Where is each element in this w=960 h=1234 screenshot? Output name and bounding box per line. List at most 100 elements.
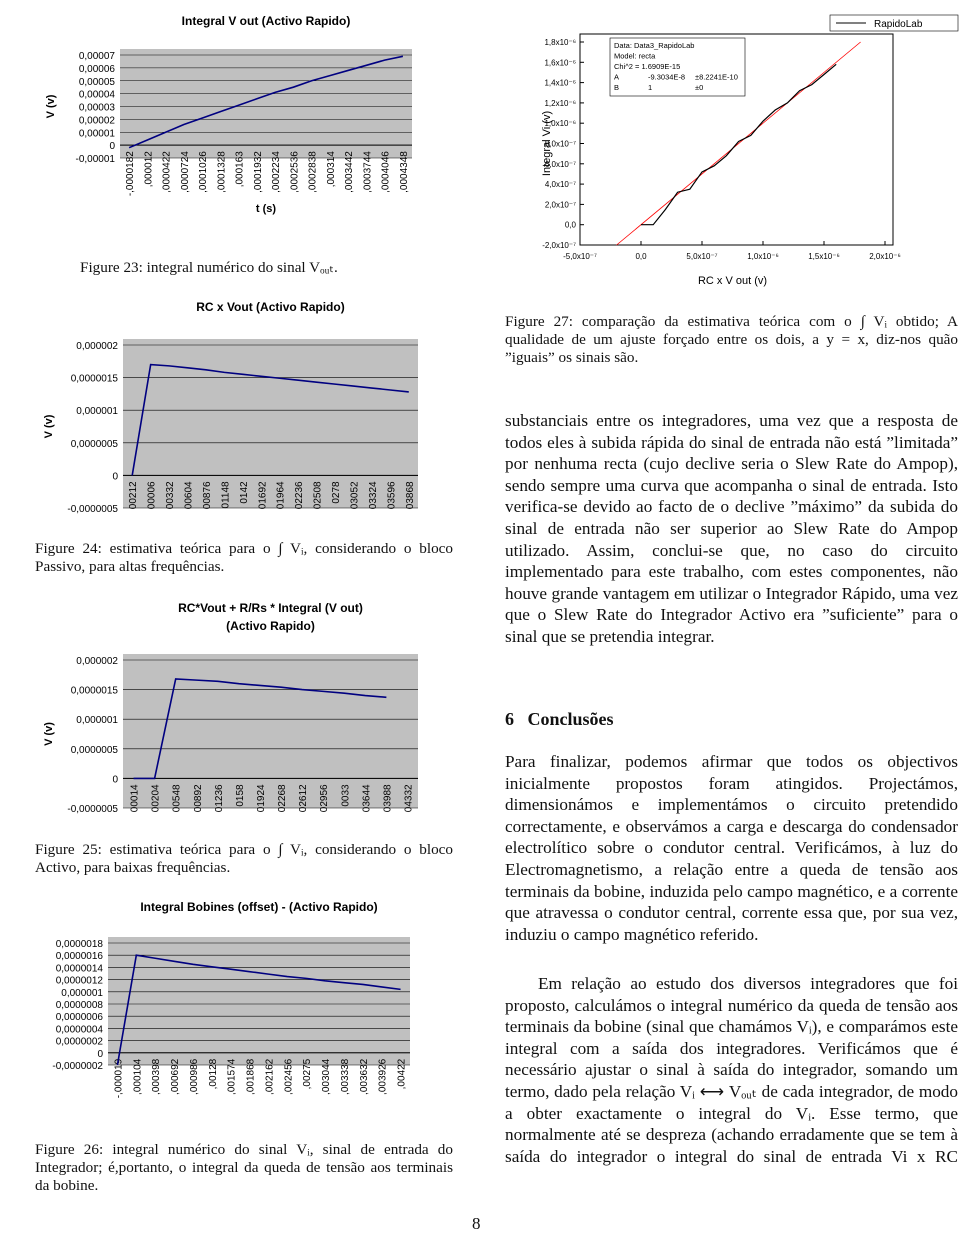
y-tick-label: -0,0000005 bbox=[67, 804, 118, 815]
y-tick-label: 1,2x10⁻⁶ bbox=[544, 99, 576, 108]
x-tick-label: 01236 bbox=[214, 784, 225, 812]
x-tick-label: 01148 bbox=[220, 481, 231, 509]
x-axis-label: t (s) bbox=[256, 203, 277, 215]
x-tick-label: 2,0x10⁻⁶ bbox=[869, 252, 901, 261]
x-tick-label: 00548 bbox=[172, 784, 183, 812]
y-tick-label: 0 bbox=[97, 1049, 103, 1060]
paragraph: Em relação ao estudo dos diversos integr… bbox=[505, 974, 958, 1166]
plot-area bbox=[123, 339, 418, 508]
y-tick-label: 0,000001 bbox=[61, 988, 103, 999]
x-tick-label: 03988 bbox=[382, 784, 393, 812]
x-tick-label: 0278 bbox=[331, 481, 342, 504]
data-line bbox=[133, 678, 387, 780]
data-line bbox=[131, 363, 409, 476]
x-tick-label: 1,5x10⁻⁶ bbox=[808, 252, 840, 261]
x-tick-label: ,003926 bbox=[378, 1058, 389, 1095]
plot-area bbox=[123, 654, 418, 808]
y-tick-label: 1,8x10⁻⁶ bbox=[544, 38, 576, 47]
plot-area bbox=[120, 49, 412, 158]
y-tick-label: 0,0000016 bbox=[56, 951, 104, 962]
caption: Figure 23: integral numérico do sinal Vₒ… bbox=[80, 259, 338, 276]
y-tick-label: 0,00001 bbox=[79, 128, 116, 139]
paragraph: substanciais entre os integradores, uma … bbox=[505, 411, 958, 646]
y-tick-label: 0,0000012 bbox=[56, 976, 104, 987]
caption: Figure 24: estimativa teórica para o ∫ V… bbox=[35, 540, 453, 575]
y-tick-label: -0,0000002 bbox=[52, 1061, 103, 1072]
plot-area bbox=[108, 937, 410, 1065]
x-tick-label: 03596 bbox=[386, 481, 397, 509]
y-tick-label: 0 bbox=[112, 774, 118, 785]
x-tick-label: 01692 bbox=[257, 481, 268, 509]
x-tick-label: -,0000182 bbox=[125, 151, 136, 196]
x-tick-label: ,0002536 bbox=[289, 151, 300, 193]
y-tick-label: 0,0000002 bbox=[56, 1037, 104, 1048]
x-tick-label: ,000986 bbox=[189, 1058, 200, 1095]
y-tick-label: 0,000002 bbox=[76, 341, 118, 352]
paragraph: Para finalizar, podemos afirmar que todo… bbox=[505, 752, 958, 944]
fit-box bbox=[609, 37, 746, 97]
x-tick-label: 0158 bbox=[235, 784, 246, 807]
x-tick-label: ,000104 bbox=[132, 1058, 143, 1095]
x-tick-label: ,003044 bbox=[321, 1058, 332, 1095]
x-tick-label: ,00275 bbox=[302, 1058, 313, 1089]
plot-frame bbox=[579, 33, 894, 246]
x-tick-label: ,000163 bbox=[235, 151, 246, 188]
x-tick-label: ,0000422 bbox=[162, 151, 173, 193]
fit-box-text: Chi^2 = 1.6909E-15 bbox=[614, 62, 680, 71]
x-tick-label: 01924 bbox=[256, 784, 267, 812]
y-tick-label: 0 bbox=[112, 471, 118, 482]
fit-box-text: Data: Data3_RapidoLab bbox=[614, 41, 694, 50]
chart-title: (Activo Rapido) bbox=[226, 619, 315, 633]
x-tick-label: 02236 bbox=[294, 481, 305, 509]
y-tick-label: 0,0000005 bbox=[71, 745, 119, 756]
x-tick-label: ,001574 bbox=[227, 1058, 238, 1095]
y-tick-label: 0,00003 bbox=[79, 103, 116, 114]
x-tick-label: ,003632 bbox=[359, 1058, 370, 1095]
chart-title: RC x Vout (Activo Rapido) bbox=[196, 300, 344, 314]
x-tick-label: 00204 bbox=[151, 784, 162, 812]
chart-title: RC*Vout + R/Rs * Integral (V out) bbox=[178, 601, 363, 615]
caption: Figure 27: comparação da estimativa teór… bbox=[505, 313, 958, 366]
x-tick-label: ,00422 bbox=[397, 1058, 408, 1089]
x-tick-label: 00014 bbox=[130, 784, 141, 812]
x-tick-label: 00604 bbox=[184, 481, 195, 509]
y-tick-label: 0,0000018 bbox=[56, 939, 104, 950]
x-tick-label: 02612 bbox=[298, 784, 309, 812]
x-tick-label: ,002456 bbox=[283, 1058, 294, 1095]
x-tick-label: 02508 bbox=[313, 481, 324, 509]
y-tick-label: -2,0x10⁻⁷ bbox=[542, 241, 576, 250]
x-tick-label: 03052 bbox=[349, 481, 360, 509]
x-tick-label: 01964 bbox=[276, 481, 287, 509]
x-tick-label: 00876 bbox=[202, 481, 213, 509]
y-axis-label: Integral Vi (v) bbox=[541, 111, 553, 176]
x-tick-label: ,001868 bbox=[246, 1058, 257, 1095]
y-tick-label: 2,0x10⁻⁷ bbox=[545, 200, 576, 209]
x-axis-label: RC x V out (v) bbox=[698, 275, 767, 287]
section-heading: 6 Conclusões bbox=[505, 709, 614, 730]
y-tick-label: 1,6x10⁻⁶ bbox=[544, 58, 576, 67]
y-tick-label: -0,0000005 bbox=[67, 504, 118, 515]
section-number: 6 bbox=[505, 709, 514, 729]
chart-title: Integral Bobines (offset) - (Activo Rapi… bbox=[140, 900, 377, 914]
x-tick-label: 03644 bbox=[361, 784, 372, 812]
x-tick-label: 02956 bbox=[319, 784, 330, 812]
x-tick-label: ,0003744 bbox=[362, 151, 373, 193]
y-tick-label: 0,0000014 bbox=[56, 963, 104, 974]
x-tick-label: ,0001026 bbox=[198, 151, 209, 193]
fit-box-text: 1 bbox=[648, 83, 652, 92]
x-tick-label: 02268 bbox=[277, 784, 288, 812]
y-tick-label: 0,0000005 bbox=[71, 439, 119, 450]
data-line bbox=[116, 954, 401, 1066]
chart: RC*Vout + R/Rs * Integral (V out) (Activo… bbox=[43, 601, 418, 815]
legend-box bbox=[829, 14, 959, 32]
x-tick-label: ,003338 bbox=[340, 1058, 351, 1095]
x-tick-label: ,000012 bbox=[143, 151, 154, 188]
fit-box-text: ±0 bbox=[695, 83, 703, 92]
x-tick-label: ,000398 bbox=[151, 1058, 162, 1095]
x-tick-label: 04332 bbox=[403, 784, 414, 812]
section-title: Conclusões bbox=[527, 709, 614, 729]
y-tick-label: 8,0x10⁻⁷ bbox=[545, 140, 576, 149]
data-line bbox=[641, 63, 837, 226]
y-tick-label: 0,00004 bbox=[79, 90, 116, 101]
